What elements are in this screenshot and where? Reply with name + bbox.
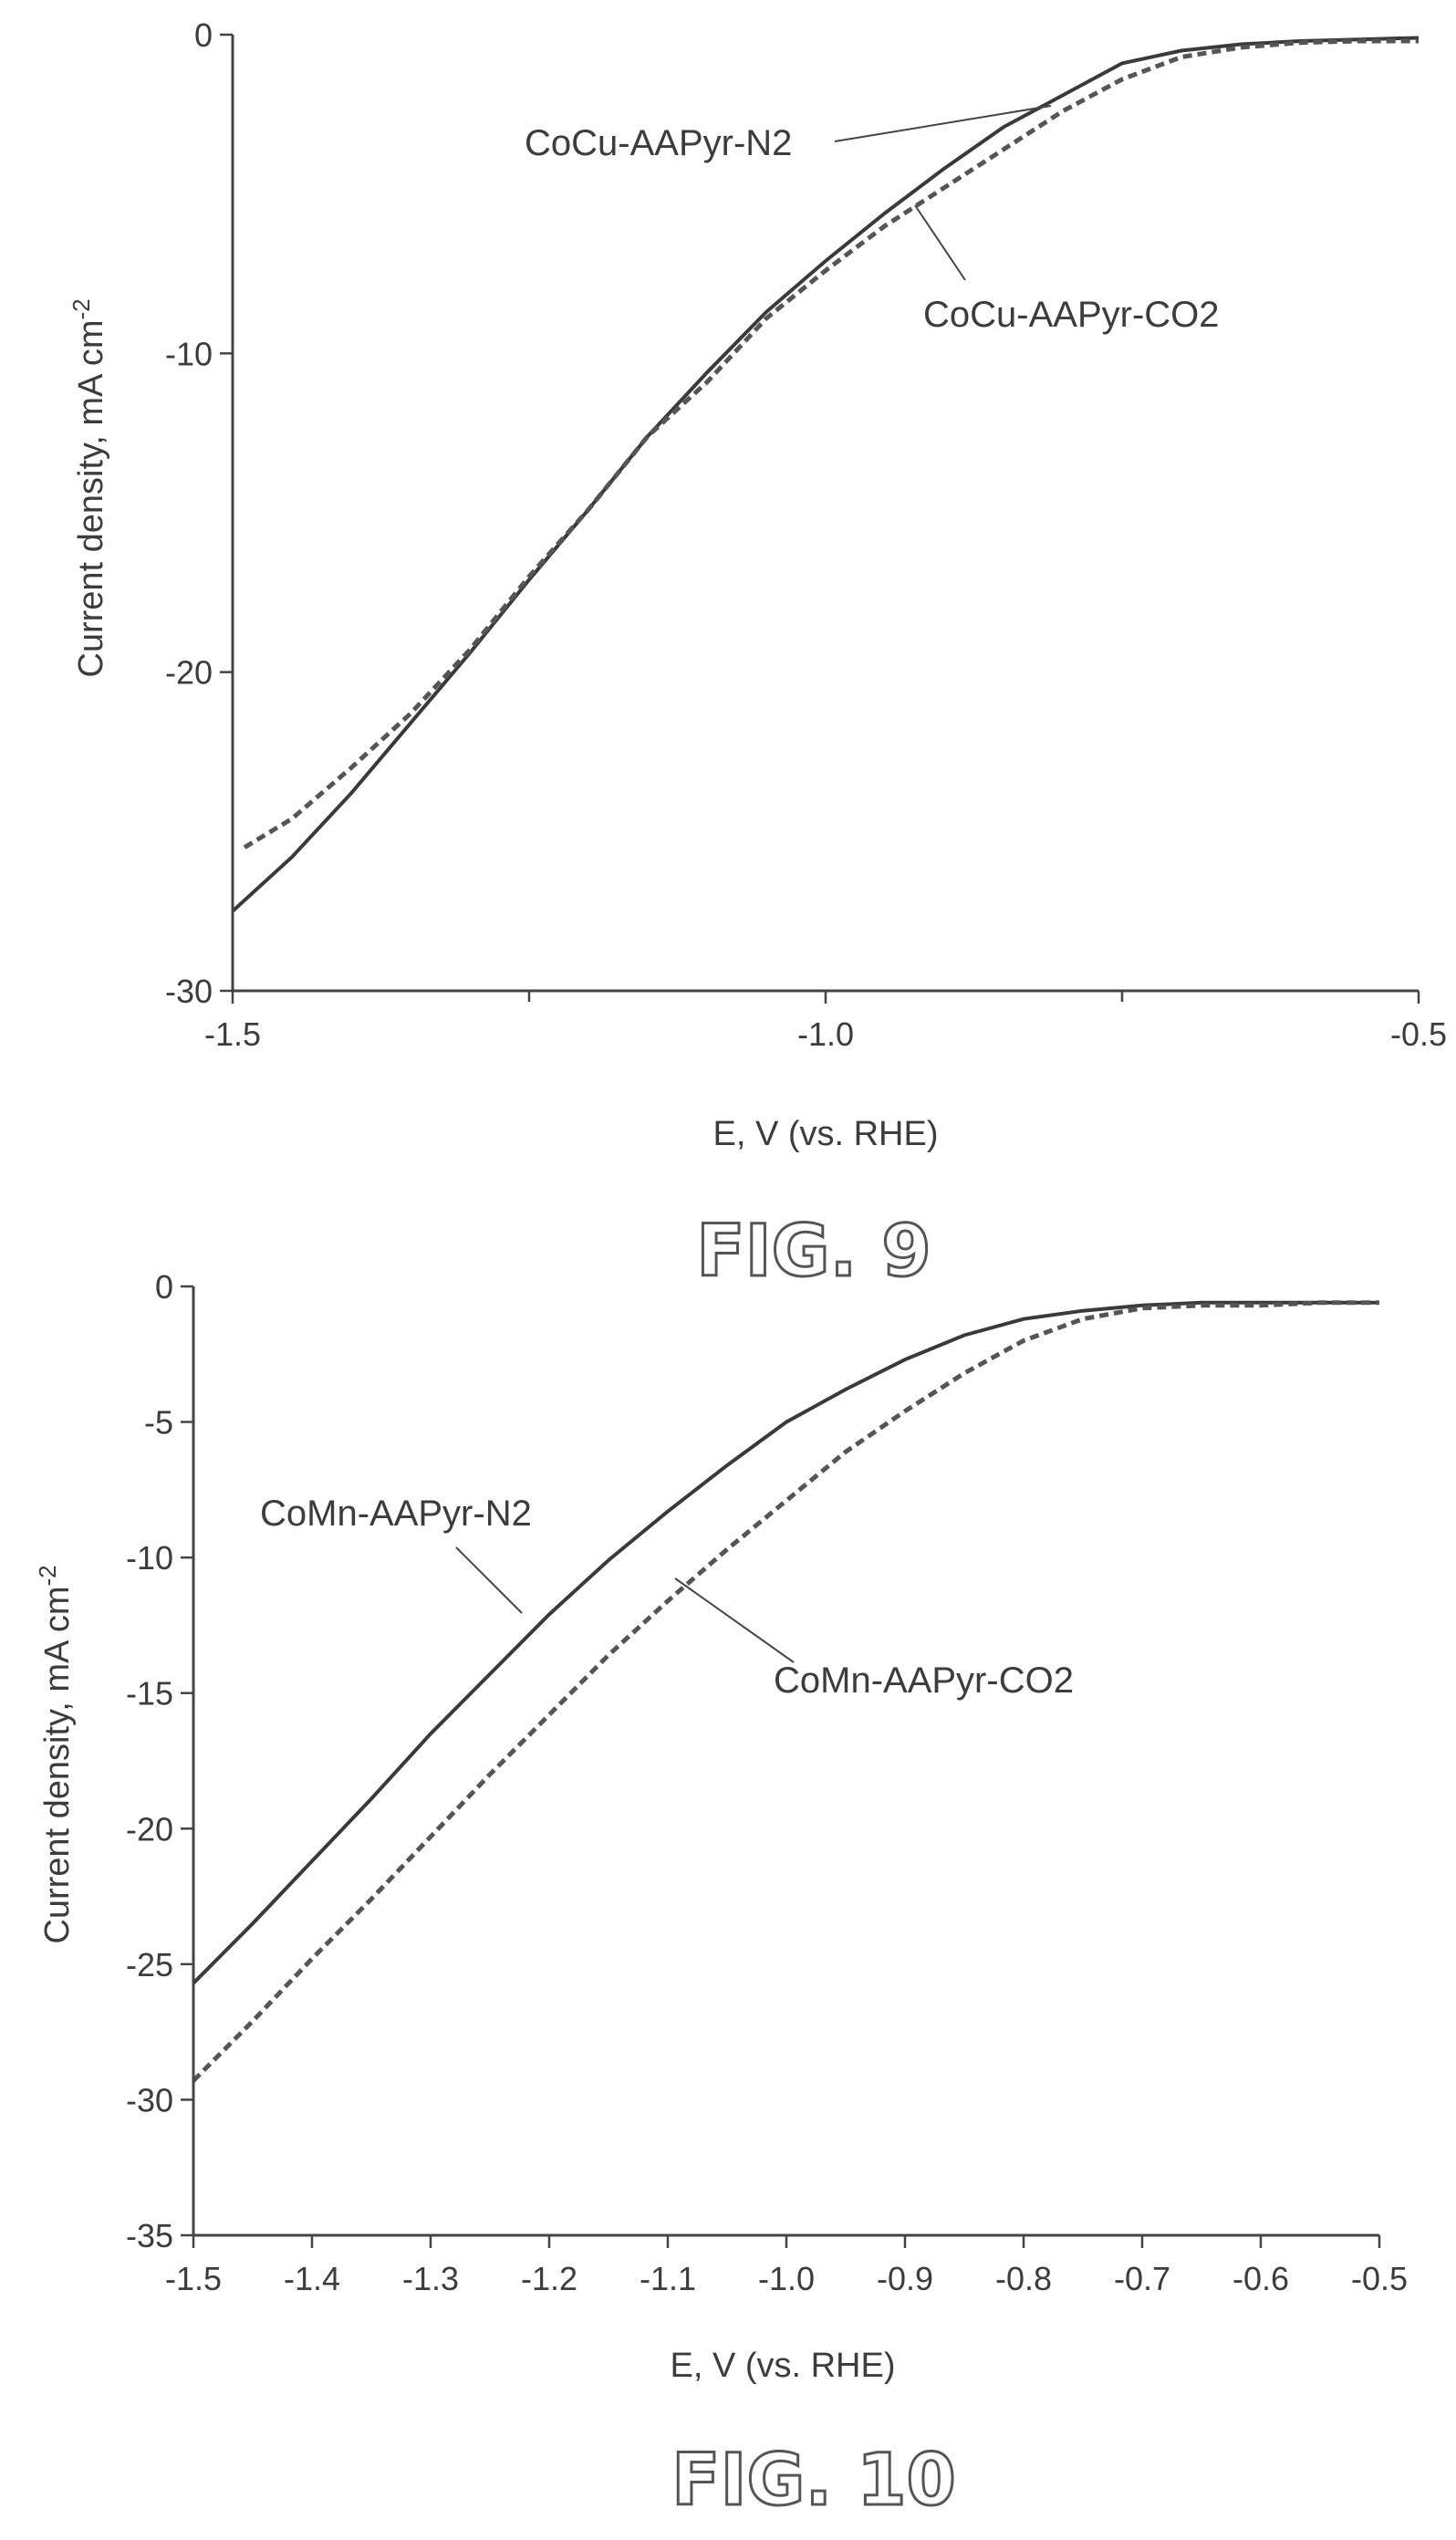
fig10-annotations: CoMn-AAPyr-N2 CoMn-AAPyr-CO2 [260,1494,1074,1701]
fig10-y-tick-label: -10 [126,1539,173,1577]
fig10-y-tick-label: -30 [126,2081,173,2118]
fig10-y-tick-label: -5 [144,1404,173,1442]
fig10-axis-frame [192,1286,1379,2237]
fig9-annotation-co2: CoCu-AAPyr-CO2 [923,295,1220,335]
fig10-y-tick-label: -15 [126,1675,173,1712]
fig10-annotation-n2: CoMn-AAPyr-N2 [260,1494,532,1534]
fig10-x-tick-label: -0.5 [1351,2260,1408,2297]
fig10-x-tick-label: -1.2 [521,2260,577,2297]
fig9-x-tick-label: -1.5 [204,1015,261,1053]
fig9-y-axis-title-exponent: -2 [68,298,95,319]
fig9-y-axis-title-main: Current density, mA cm [72,320,110,678]
fig9-leader-co2 [914,204,966,281]
fig10-chart: -1.5 -1.4 -1.3 -1.2 -1.1 -1.0 -0.9 -0.8 -0.7 -0.6… [34,1268,1408,2524]
fig9-leader-n2 [834,105,1052,142]
fig9-y-tick-label: -10 [165,335,213,372]
fig10-y-tick-label: 0 [155,1268,173,1306]
fig10-series-co2-line [192,1300,1379,2083]
fig9-series-co2-line [243,38,1419,849]
fig10-x-tick-label: -0.8 [995,2260,1052,2297]
fig9-annotation-n2: CoCu-AAPyr-N2 [525,123,792,163]
fig10-x-tick-label: -1.3 [402,2260,459,2297]
fig10-leader-co2 [674,1577,795,1663]
fig10-x-tick-label: -1.5 [165,2260,222,2297]
fig10-x-tick-label: -1.0 [758,2260,815,2297]
fig10-x-tick-label: -1.1 [640,2260,696,2297]
fig9-annotations: CoCu-AAPyr-N2 CoCu-AAPyr-CO2 [525,105,1220,335]
fig10-series-n2-line [192,1300,1379,1985]
fig9-x-axis-title: E, V (vs. RHE) [712,1115,938,1153]
fig10-y-tick-label: -25 [126,1946,173,1983]
fig9-y-tick-label: 0 [194,16,213,54]
fig9-axis-frame [231,35,1419,993]
fig10-y-axis-title-main: Current density, mA cm [38,1587,77,1944]
fig9-x-tick-label: -0.5 [1390,1015,1447,1053]
fig9-y-axis-title: Current density, mA cm-2 [68,298,110,677]
fig10-y-ticks: 0 -5 -10 -15 -20 -25 -30 -35 [126,1268,193,2254]
fig9-plot-layer [231,36,1420,913]
fig9-y-tick-label: -20 [165,654,213,692]
fig10-annotation-co2: CoMn-AAPyr-CO2 [774,1660,1074,1701]
fig9-caption: FIG. 9 [696,1211,931,1293]
fig10-y-axis-title: Current density, mA cm-2 [34,1565,77,1943]
fig10-y-tick-label: -20 [126,1810,173,1848]
fig10-x-tick-label: -0.7 [1114,2260,1170,2297]
fig9-y-tick-label: -30 [165,973,213,1010]
fig9-x-ticks: -1.5 -1.0 -0.5 [204,991,1447,1053]
fig10-caption: FIG. 10 [671,2440,956,2522]
fig10-leader-n2 [455,1546,523,1614]
fig10-plot-layer [192,1300,1379,2083]
fig9-y-ticks: 0 -10 -20 -30 [165,16,233,1010]
fig9-x-tick-label: -1.0 [797,1015,854,1053]
fig9-chart: -1.5 -1.0 -0.5 0 -10 -20 -30 E, V (vs. RHE) C… [68,16,1447,1295]
fig10-y-tick-label: -35 [126,2217,173,2254]
fig10-x-tick-label: -1.4 [284,2260,340,2297]
fig10-x-ticks: -1.5 -1.4 -1.3 -1.2 -1.1 -1.0 -0.9 -0.8 -0.7 -0.6… [165,2235,1408,2297]
fig9-series-n2-line [231,36,1420,913]
fig10-x-tick-label: -0.6 [1232,2260,1289,2297]
fig10-x-axis-title: E, V (vs. RHE) [670,2347,895,2385]
fig10-x-tick-label: -0.9 [877,2260,933,2297]
fig10-y-axis-title-exponent: -2 [34,1565,61,1586]
